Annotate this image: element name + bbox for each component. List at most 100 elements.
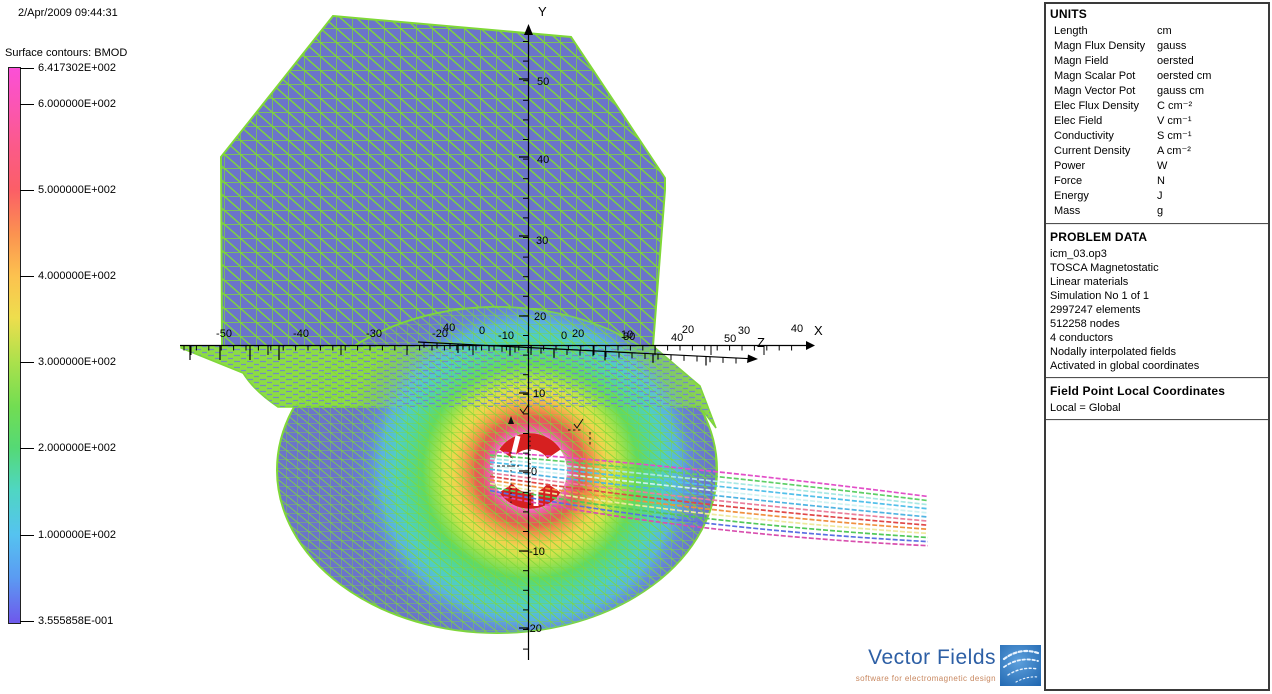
problem-data-line: Linear materials <box>1050 276 1129 288</box>
info-panel: UNITS Length cm Magn Flux Density gauss Magn… <box>1044 2 1270 691</box>
units-row: Magn Flux Density gauss <box>1054 40 1187 52</box>
legend-value: 3.555858E-001 <box>38 615 114 627</box>
svg-text:Y: Y <box>538 4 547 19</box>
problem-data-header: PROBLEM DATA <box>1050 230 1148 244</box>
beam-line <box>489 475 929 527</box>
svg-text:-20: -20 <box>432 328 448 340</box>
legend-value: 1.000000E+002 <box>38 529 116 541</box>
separator <box>1046 377 1268 379</box>
legend-value: 2.000000E+002 <box>38 442 116 454</box>
vector-fields-logo-icon <box>1000 645 1041 686</box>
beam-line <box>489 489 929 543</box>
legend-value: 6.000000E+002 <box>38 98 116 110</box>
svg-text:-10: -10 <box>498 330 514 342</box>
legend-tick <box>20 535 34 536</box>
units-row: Magn Field oersted <box>1054 55 1194 67</box>
units-row: Force N <box>1054 175 1165 187</box>
units-row: Energy J <box>1054 190 1163 202</box>
beam-line <box>489 479 929 531</box>
legend-value: 6.417302E+002 <box>38 62 116 74</box>
field-point-line: Local = Global <box>1050 402 1121 414</box>
svg-text:20: 20 <box>534 311 546 323</box>
beam-line <box>489 482 929 535</box>
units-row: Power W <box>1054 160 1168 172</box>
svg-text:20: 20 <box>682 324 694 336</box>
beam-line <box>489 486 929 539</box>
svg-text:50: 50 <box>724 333 736 345</box>
problem-data-line: 512258 nodes <box>1050 318 1120 330</box>
svg-text:-50: -50 <box>216 328 232 340</box>
field-point-header: Field Point Local Coordinates <box>1050 384 1226 398</box>
units-row: Elec Field V cm⁻¹ <box>1054 115 1192 127</box>
svg-text:10: 10 <box>621 329 633 341</box>
svg-text:0: 0 <box>561 330 567 342</box>
svg-text:-40: -40 <box>293 328 309 340</box>
legend-tick <box>20 362 34 363</box>
svg-text:-10: -10 <box>529 546 545 558</box>
beam-line <box>489 471 929 522</box>
units-row: Conductivity S cm⁻¹ <box>1054 130 1192 142</box>
svg-text:10: 10 <box>533 388 545 400</box>
legend-tick <box>20 621 34 622</box>
legend-tick <box>20 104 34 105</box>
svg-text:-30: -30 <box>366 328 382 340</box>
units-row: Magn Scalar Pot oersted cm <box>1054 70 1212 82</box>
units-row: Current Density A cm⁻² <box>1054 145 1191 157</box>
svg-text:-20: -20 <box>526 623 542 635</box>
units-row: Length cm <box>1054 25 1172 37</box>
units-row: Mass g <box>1054 205 1164 217</box>
svg-text:X: X <box>814 323 823 338</box>
problem-data-line: Activated in global coordinates <box>1050 360 1200 372</box>
legend-tick <box>20 276 34 277</box>
legend-tick <box>20 190 34 191</box>
beam-line <box>489 450 929 498</box>
field-point-list: Local = Global <box>1046 401 1268 415</box>
svg-text:0: 0 <box>479 325 485 337</box>
origin-markers <box>497 403 591 506</box>
beam-line <box>489 457 929 506</box>
units-row: Elec Flux Density C cm⁻² <box>1054 100 1193 112</box>
svg-text:20: 20 <box>572 328 584 340</box>
beam-line <box>489 468 929 518</box>
svg-text:0: 0 <box>531 466 537 478</box>
svg-text:30: 30 <box>738 325 750 337</box>
beam-line <box>489 454 929 502</box>
problem-data-line: 2997247 elements <box>1050 304 1141 316</box>
legend-color-bar <box>8 67 21 624</box>
units-header: UNITS <box>1050 7 1087 21</box>
svg-text:40: 40 <box>791 323 803 335</box>
svg-text:40: 40 <box>443 322 455 334</box>
problem-data-list: icm_03.op3 TOSCA Magnetostatic Linear mate… <box>1046 247 1268 373</box>
svg-text:Z: Z <box>757 335 765 350</box>
median-band-mesh-lines <box>181 346 716 428</box>
vector-fields-tagline: software for electromagnetic design <box>855 674 996 683</box>
problem-data-line: Nodally interpolated fields <box>1050 346 1176 358</box>
svg-text:40: 40 <box>671 332 683 344</box>
legend-tick <box>20 68 34 69</box>
legend-value: 5.000000E+002 <box>38 184 116 196</box>
legend-value: 3.000000E+002 <box>38 356 116 368</box>
legend-tick <box>20 448 34 449</box>
problem-data-line: TOSCA Magnetostatic <box>1050 262 1159 274</box>
legend-title: Surface contours: BMOD <box>5 47 128 59</box>
units-table: Length cm Magn Flux Density gauss Magn Field… <box>1046 24 1268 219</box>
legend-value: 4.000000E+002 <box>38 270 116 282</box>
mesh-upper-yoke <box>219 14 666 347</box>
problem-data-line: Simulation No 1 of 1 <box>1050 290 1150 302</box>
beam-line <box>489 461 929 510</box>
units-row: Magn Vector Pot gauss cm <box>1054 85 1205 97</box>
problem-data-line: 4 conductors <box>1050 332 1113 344</box>
svg-text:30: 30 <box>536 235 548 247</box>
coordinate-axes: -50 -40 -30 -20 -10 0 10 20 30 40 X 50 40 30 20 10 0 -10 -… <box>180 4 823 660</box>
vector-fields-logo-text: Vector Fields <box>868 646 996 669</box>
svg-text:50: 50 <box>537 76 549 88</box>
beam-trajectories <box>489 450 929 547</box>
model-viewport[interactable]: -50 -40 -30 -20 -10 0 10 20 30 40 X 50 40 30 20 10 0 -10 -… <box>0 0 1044 694</box>
separator <box>1046 223 1268 225</box>
timestamp: 2/Apr/2009 09:44:31 <box>18 7 118 19</box>
svg-text:40: 40 <box>537 154 549 166</box>
svg-text:30: 30 <box>623 331 635 343</box>
separator <box>1046 419 1268 421</box>
beam-line <box>489 464 929 514</box>
